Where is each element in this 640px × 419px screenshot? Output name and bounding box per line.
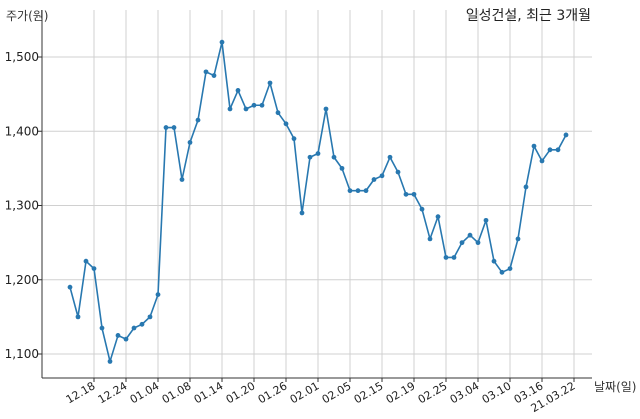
y-tick-label: 1,400 <box>5 124 39 138</box>
data-point <box>107 359 113 364</box>
data-point <box>491 258 497 264</box>
data-point <box>531 143 537 149</box>
data-point <box>75 314 81 320</box>
data-point <box>379 173 385 179</box>
data-point <box>515 236 521 242</box>
data-point <box>259 102 265 108</box>
data-point <box>187 139 193 145</box>
data-point <box>91 266 97 272</box>
x-tick-label: 03.10 <box>480 379 514 406</box>
data-point <box>347 188 353 194</box>
axes <box>41 10 592 379</box>
data-point <box>171 125 177 130</box>
data-point <box>523 184 529 190</box>
x-tick-label: 02.15 <box>352 379 386 406</box>
data-point <box>419 206 425 212</box>
data-point <box>299 210 305 216</box>
data-point <box>99 325 105 331</box>
y-tick-label: 1,300 <box>5 199 39 213</box>
chart-title: 일성건설, 최근 3개월 <box>466 8 591 24</box>
data-point <box>451 255 457 260</box>
data-point <box>267 80 273 86</box>
data-point <box>115 333 121 338</box>
x-tick-label: 03.04 <box>448 379 482 406</box>
data-point <box>131 325 137 331</box>
y-axis-ticks: 1,100 1,200 1,300 1,400 1,500 <box>5 50 42 361</box>
data-point <box>331 154 337 160</box>
data-point <box>275 110 281 116</box>
data-point <box>507 266 513 272</box>
y-tick-label: 1,100 <box>5 347 39 361</box>
x-tick-label: 01.08 <box>160 379 194 406</box>
x-tick-label: 02.25 <box>416 379 450 406</box>
data-point <box>459 240 465 246</box>
data-point <box>227 106 233 112</box>
x-tick-label: 01.04 <box>128 379 162 406</box>
data-point <box>147 314 153 320</box>
data-point <box>211 73 217 78</box>
data-point <box>307 154 313 160</box>
x-tick-label: 01.26 <box>256 379 290 406</box>
x-tick-label: 12.18 <box>64 379 98 406</box>
data-point <box>83 258 89 264</box>
data-point <box>539 158 545 164</box>
data-point <box>339 165 345 171</box>
data-point <box>283 121 289 127</box>
data-point <box>155 292 161 297</box>
y-tick-label: 1,500 <box>5 50 39 64</box>
data-point <box>163 125 169 130</box>
x-tick-label: 02.19 <box>384 379 418 406</box>
data-point <box>499 269 505 275</box>
data-point <box>291 136 297 142</box>
data-point <box>555 147 561 153</box>
data-point <box>203 69 209 75</box>
data-point <box>315 151 321 156</box>
x-tick-label: 12.24 <box>96 379 130 406</box>
data-point <box>363 188 369 194</box>
data-point <box>179 177 185 182</box>
x-tick-label: 02.05 <box>320 379 354 406</box>
data-point <box>403 191 409 197</box>
data-point <box>243 106 249 112</box>
data-point <box>219 39 225 45</box>
y-tick-label: 1,200 <box>5 273 39 287</box>
data-point <box>411 191 417 197</box>
grid-lines <box>42 10 592 378</box>
data-point <box>547 147 553 153</box>
data-point <box>427 236 433 242</box>
data-point <box>475 240 481 246</box>
data-point <box>123 336 129 342</box>
data-point <box>395 169 401 175</box>
data-point <box>139 321 145 327</box>
data-point <box>235 88 241 93</box>
x-axis-ticks: 12.1812.2401.0401.0801.1401.2001.2602.01… <box>64 378 578 415</box>
x-axis-label: 날짜(일) <box>594 380 636 394</box>
data-point <box>195 117 201 123</box>
y-axis-label: 주가(원) <box>6 9 48 23</box>
data-point <box>251 102 257 108</box>
data-point <box>387 154 393 160</box>
data-point <box>323 106 329 112</box>
series-price <box>67 39 569 364</box>
x-tick-label: 01.20 <box>224 379 258 406</box>
data-point <box>67 284 73 290</box>
data-point <box>483 217 489 223</box>
data-point <box>435 214 441 220</box>
x-tick-label: 02.01 <box>288 379 322 406</box>
x-tick-label: 01.14 <box>192 379 226 406</box>
data-point <box>355 188 361 194</box>
data-point <box>371 177 377 182</box>
data-point <box>443 255 449 260</box>
data-point <box>467 232 473 238</box>
data-point <box>563 132 569 138</box>
